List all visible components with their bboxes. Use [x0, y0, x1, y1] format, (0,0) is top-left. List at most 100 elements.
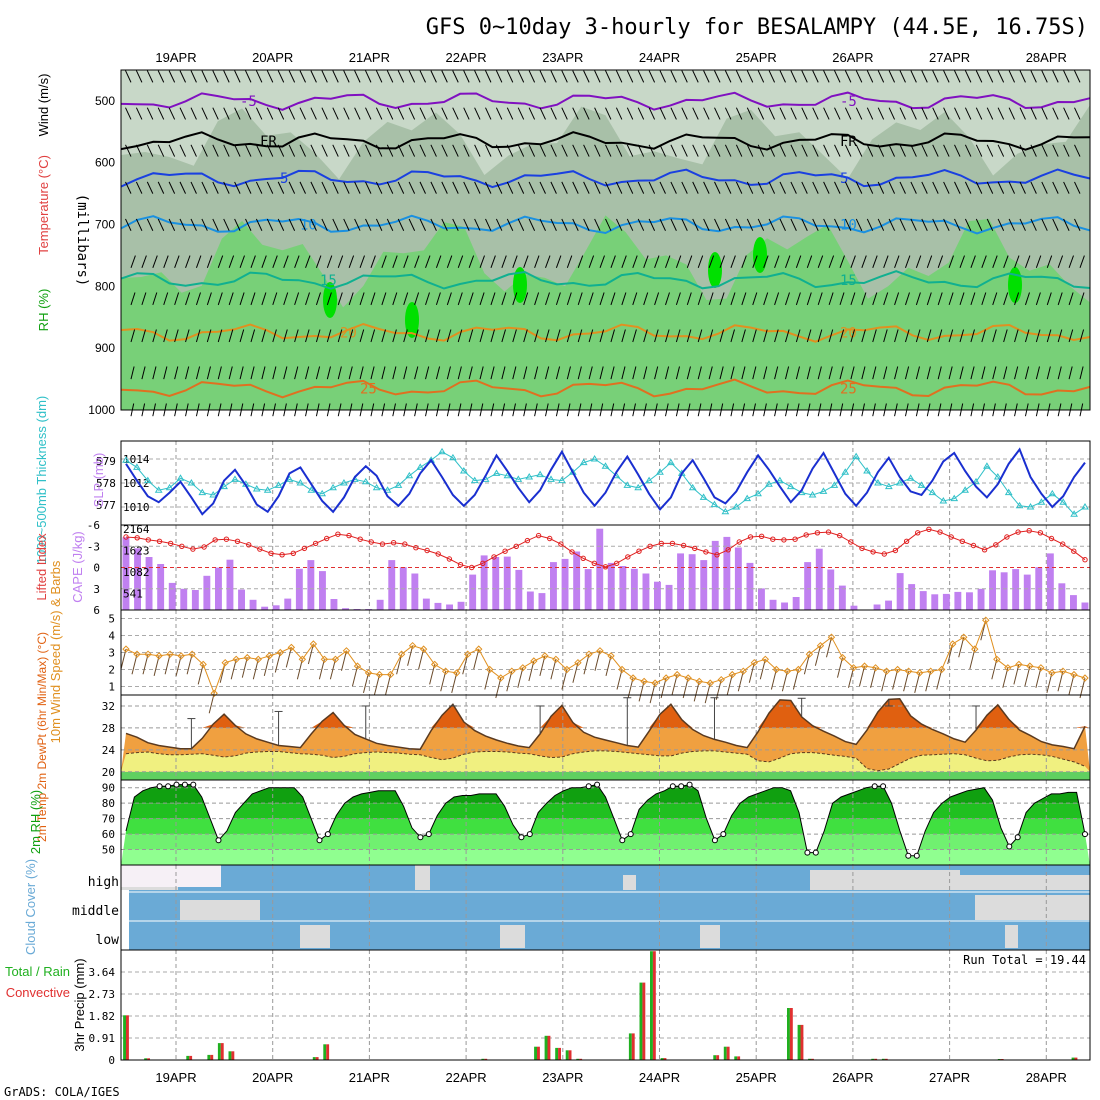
wind-barb	[970, 329, 975, 343]
precip-total-bar	[734, 1056, 738, 1060]
wind-barb	[626, 181, 634, 194]
wind-barb	[223, 107, 230, 120]
wind10m-barb	[352, 665, 358, 687]
precip-axis-label: 3hr Precip (mm)	[72, 958, 87, 1051]
wind-barb	[381, 329, 386, 343]
wind-barb	[457, 255, 464, 268]
date-tick-bottom: 22APR	[445, 1070, 486, 1085]
lifted-index-point	[1071, 548, 1077, 554]
wind-barb	[665, 329, 670, 343]
rh-saturated-blob	[708, 252, 722, 288]
wind10m-point	[783, 667, 792, 675]
wind-barb	[959, 292, 965, 306]
wind-barb	[310, 218, 317, 231]
wind-barb	[703, 144, 710, 157]
cape-bar	[550, 562, 557, 610]
wind-barb	[283, 255, 289, 268]
wind-barb	[359, 255, 365, 268]
wind-barb	[975, 107, 983, 120]
wind-barb	[1074, 107, 1081, 120]
wind-barb	[915, 366, 920, 380]
wind-barb	[299, 107, 306, 120]
wind10m-point	[937, 665, 946, 674]
wind-barb	[370, 292, 376, 306]
cape-bar	[677, 553, 684, 610]
wind-barb	[866, 218, 874, 231]
wind-barb	[681, 144, 688, 157]
wind10m-point	[915, 669, 924, 677]
wind-barb	[255, 181, 263, 194]
wind-barb	[321, 70, 328, 83]
wind-barb	[555, 329, 561, 343]
wind10m-point	[750, 658, 759, 667]
lifted-index-point	[257, 546, 263, 552]
wind-barb	[615, 181, 623, 194]
dewpoint-line	[125, 750, 1086, 772]
wind-barb	[255, 144, 263, 157]
wind-barb	[610, 366, 615, 380]
wind-barb	[146, 181, 154, 194]
date-tick-bottom: 20APR	[252, 1070, 293, 1085]
wind10m-barb	[848, 667, 855, 688]
wind-barb	[703, 107, 710, 120]
slp-tick-label: 1012	[123, 477, 150, 490]
wind10m-point	[1004, 664, 1012, 672]
wind-barb	[643, 366, 648, 380]
precip-total-label: Total / Rain	[5, 964, 70, 979]
wind-barb	[545, 255, 551, 268]
wind-barb	[206, 329, 212, 343]
wind-barb	[386, 70, 394, 83]
wind-barb	[1074, 218, 1081, 231]
wind-barb	[626, 107, 634, 120]
wind-barb	[670, 144, 677, 157]
wind-barb	[654, 255, 660, 268]
thickness-point	[928, 488, 937, 496]
wind-barb	[534, 292, 540, 306]
wind-barb	[152, 255, 158, 268]
wind-barb	[844, 218, 852, 231]
wind-barb	[125, 107, 132, 120]
wind-barb	[163, 366, 168, 380]
wind-barb	[250, 366, 255, 380]
thickness-tick-label: 579	[96, 455, 116, 468]
lifted-index-point	[524, 537, 531, 544]
thickness-point	[775, 476, 784, 484]
wind-barb	[1052, 70, 1059, 83]
wind-barb	[752, 366, 757, 380]
lifted-index-point	[1048, 535, 1055, 542]
wind-barb	[1019, 107, 1026, 120]
wind-barb	[594, 144, 601, 157]
wind-barb	[883, 366, 888, 380]
wind-barb	[266, 181, 274, 194]
wind-barb	[201, 144, 208, 157]
precip-convective-bar	[558, 1047, 561, 1060]
wind10m-barb	[208, 693, 215, 714]
wind-barb	[545, 292, 550, 306]
wind-barb	[397, 144, 405, 157]
wind-barb	[954, 181, 961, 194]
temp-tick-label: 24	[102, 744, 116, 757]
lifted-index-point	[970, 542, 977, 549]
isotherm-label: 15	[320, 273, 337, 289]
wind-barb	[861, 292, 867, 306]
wind-barb	[735, 70, 743, 83]
wind-barb	[474, 181, 481, 194]
wind-barb	[675, 292, 681, 306]
cape-bar	[838, 585, 846, 610]
rh-axis-label: 2m RH (%)	[28, 790, 43, 854]
thickness-point	[841, 468, 850, 475]
cape-bar	[630, 568, 638, 610]
wind10m-point	[265, 652, 274, 660]
thickness-point	[459, 467, 468, 474]
wind-barb	[686, 366, 691, 380]
wind-barb	[185, 329, 190, 343]
wind-barb	[637, 107, 645, 120]
precip-convective-bar	[663, 1058, 667, 1060]
wind-barb	[217, 292, 223, 306]
wind10m-barb	[991, 659, 998, 680]
wind-barb	[1041, 144, 1048, 157]
slp-tick-label: 1010	[123, 501, 150, 514]
wind10m-point	[695, 677, 703, 686]
precip-total-bar	[713, 1055, 717, 1060]
wind10m-barb	[892, 669, 899, 690]
